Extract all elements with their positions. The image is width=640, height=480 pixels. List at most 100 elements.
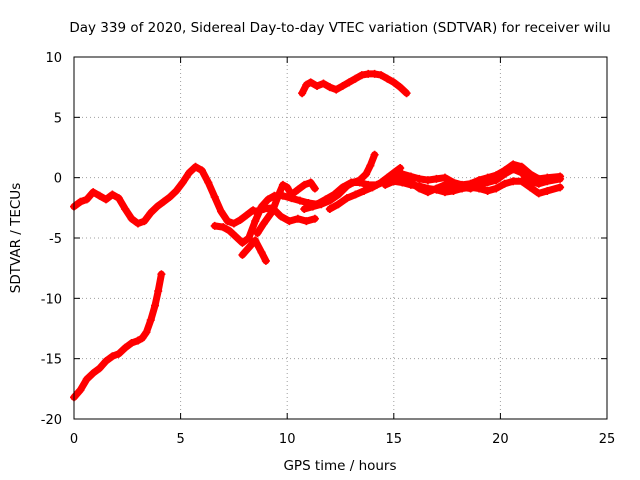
data-point-marker [251,207,260,216]
data-point-marker [543,173,552,182]
x-tick-label: 0 [70,432,78,447]
x-tick-label: 20 [492,432,509,447]
data-point-marker [257,248,266,257]
data-point-marker [338,81,347,90]
data-point-marker [370,69,379,78]
series-track-1 [70,162,258,228]
data-point-marker [556,172,565,181]
data-point-marker [432,185,441,194]
data-point-marker [534,189,543,198]
data-point-marker [406,172,415,181]
x-tick-label: 15 [386,432,403,447]
data-point-marker [204,178,213,187]
data-point-marker [483,186,492,195]
data-point-marker [357,71,366,80]
data-point-marker [108,190,117,199]
series-track-4 [238,236,270,265]
data-point-marker [308,202,317,211]
data-point-marker [159,197,168,206]
data-point-marker [313,81,322,90]
data-point-marker [225,226,234,235]
data-point-marker [298,89,307,98]
y-tick-label: -5 [49,232,62,247]
data-point-marker [264,195,273,204]
data-point-marker [389,78,398,87]
data-point-marker [475,184,484,193]
data-point-marker [261,256,270,265]
data-point-marker [310,184,319,193]
plot-frame [73,56,608,420]
data-point-marker [278,180,287,189]
data-point-marker [127,214,136,223]
data-point-marker [355,176,364,185]
data-point-marker [82,195,91,204]
data-point-marker [342,182,351,191]
data-point-marker [146,316,155,325]
data-point-marker [302,80,311,89]
data-point-marker [509,177,518,186]
data-point-marker [172,186,181,195]
data-point-marker [108,352,117,361]
data-point-marker [517,177,526,186]
data-point-marker [517,162,526,171]
data-point-marker [283,183,292,192]
series-track-10 [389,160,565,189]
data-point-marker [389,171,398,180]
data-point-marker [440,188,449,197]
data-point-marker [440,173,449,182]
y-tick-label: -10 [41,292,62,307]
data-point-marker [154,287,163,296]
data-point-marker [432,174,441,183]
data-point-marker [76,197,85,206]
data-point-marker [396,83,405,92]
data-point-marker [95,191,104,200]
data-point-marker [366,161,375,170]
data-point-marker [302,217,311,226]
data-point-marker [259,205,268,214]
data-point-marker [383,74,392,83]
x-tick-label: 25 [599,432,616,447]
data-point-marker [406,180,415,189]
data-point-marker [157,270,166,279]
data-point-marker [492,171,501,180]
data-point-marker [151,301,160,310]
data-point-marker [325,196,334,205]
data-point-marker [398,178,407,187]
data-point-marker [82,375,91,384]
data-point-marker [334,200,343,209]
data-point-marker [146,208,155,217]
data-point-marker [242,211,251,220]
data-point-marker [500,166,509,175]
data-point-marker [178,178,187,187]
y-tick-label: 10 [45,51,62,66]
data-point-marker [259,219,268,228]
data-point-marker [325,83,334,92]
data-point-marker [317,200,326,209]
data-point-marker [440,180,449,189]
data-point-marker [351,74,360,83]
data-point-marker [121,205,130,214]
data-point-marker [500,179,509,188]
data-point-marker [466,179,475,188]
data-point-marker [219,223,228,232]
y-tick-label: -15 [41,353,62,368]
data-point-marker [483,173,492,182]
data-point-marker [89,188,98,197]
data-series [70,69,565,402]
data-point-marker [140,217,149,226]
data-point-marker [306,178,315,187]
data-point-marker [423,184,432,193]
data-point-marker [285,217,294,226]
data-point-marker [368,183,377,192]
data-point-marker [293,214,302,223]
data-point-marker [351,190,360,199]
data-point-marker [274,190,283,199]
data-point-marker [325,205,334,214]
x-axis-label: GPS time / hours [283,458,396,474]
data-point-marker [76,386,85,395]
data-point-marker [133,336,142,345]
data-point-marker [121,343,130,352]
data-point-marker [334,190,343,199]
data-point-marker [475,176,484,185]
